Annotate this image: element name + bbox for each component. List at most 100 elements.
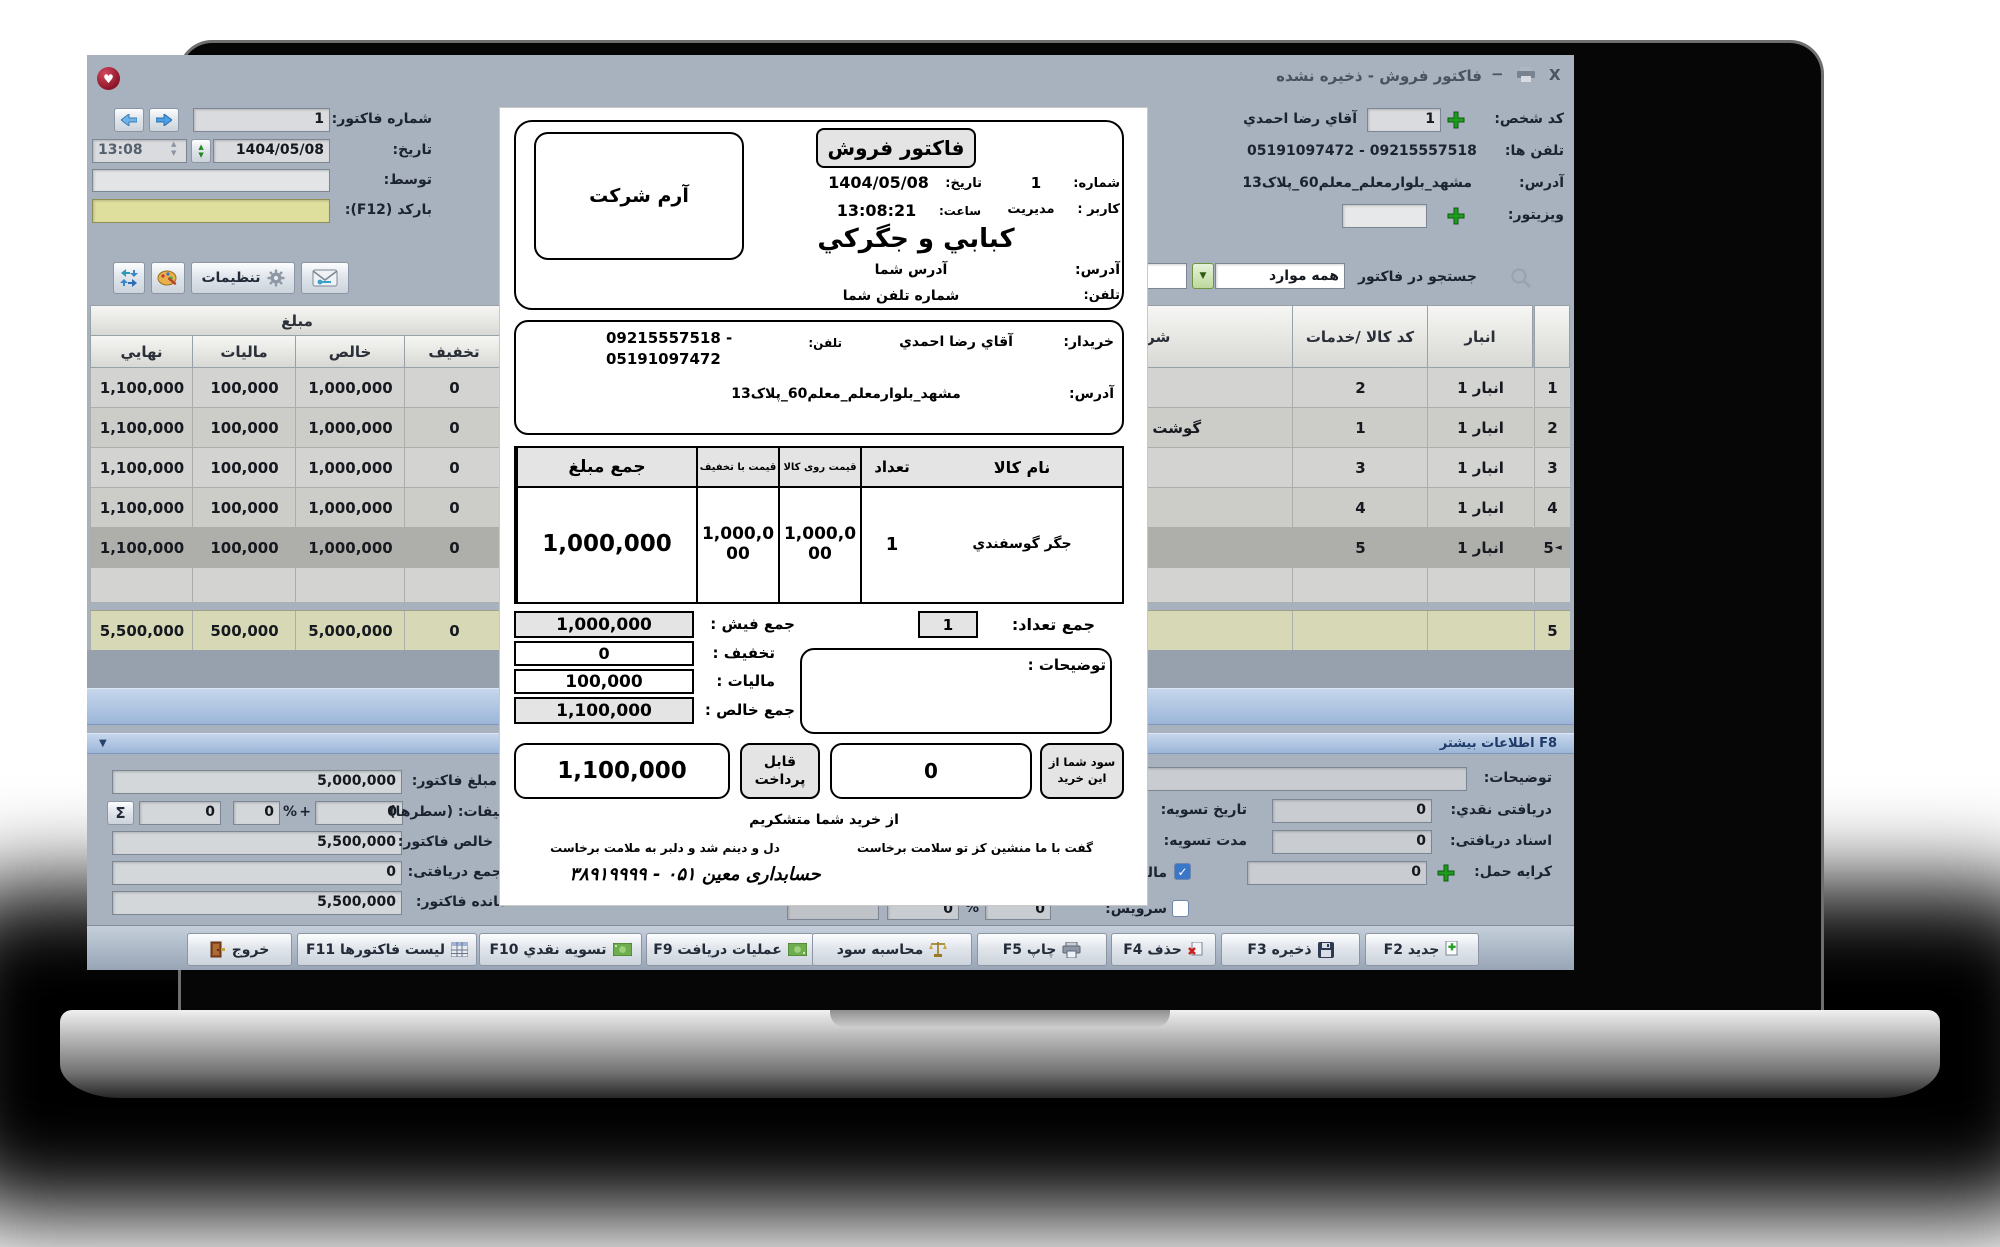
- cell-code[interactable]: 3: [1292, 448, 1428, 488]
- person-code-field[interactable]: 1: [1367, 108, 1441, 132]
- column-header-final[interactable]: نهایي: [90, 335, 193, 368]
- invoice-number-field[interactable]: 1: [193, 108, 330, 132]
- cell-discount[interactable]: 0: [404, 448, 504, 488]
- discount-extra-field[interactable]: 0: [315, 801, 403, 825]
- cell-final[interactable]: 1,100,000: [90, 368, 193, 408]
- search-filter-caret-icon[interactable]: ▼: [1192, 263, 1214, 289]
- floppy-icon: [1317, 941, 1334, 958]
- exit-button[interactable]: خروج: [187, 933, 292, 966]
- cell-discount[interactable]: 0: [404, 408, 504, 448]
- column-group-amount[interactable]: مبلغ: [90, 305, 504, 336]
- cell-store[interactable]: انبار 1: [1427, 408, 1533, 448]
- cell-net[interactable]: 1,000,000: [295, 488, 405, 528]
- column-header-store[interactable]: انبار: [1427, 305, 1533, 368]
- docs-received-field[interactable]: 0: [1272, 830, 1432, 854]
- save-button[interactable]: ذخیره F3: [1221, 933, 1360, 966]
- column-header-tax[interactable]: مالیات: [192, 335, 296, 368]
- cell-discount[interactable]: 0: [404, 368, 504, 408]
- laptop-base-notch: [830, 1010, 1170, 1028]
- cell-store[interactable]: انبار 1: [1427, 488, 1533, 528]
- cell-store[interactable]: انبار 1: [1427, 368, 1533, 408]
- via-field[interactable]: [92, 169, 330, 192]
- add-visitor-icon[interactable]: [1445, 205, 1467, 227]
- add-person-icon[interactable]: [1445, 109, 1467, 131]
- cell-net[interactable]: 1,000,000: [295, 448, 405, 488]
- cell-tax[interactable]: 100,000: [192, 448, 296, 488]
- cell-discount[interactable]: 0: [404, 528, 504, 568]
- more-info-band-label: F8 اطلاعات بیشتر: [1439, 736, 1557, 751]
- settings-button[interactable]: تنظیمات: [191, 262, 295, 294]
- sigma-button[interactable]: Σ: [107, 801, 134, 825]
- cell-net[interactable]: 1,000,000: [295, 408, 405, 448]
- receive-operations-button[interactable]: عملیات دریافت F9: [646, 933, 814, 966]
- cash-received-field[interactable]: 0: [1272, 799, 1432, 823]
- cell-final[interactable]: 1,100,000: [90, 528, 193, 568]
- tax-checkbox[interactable]: [1174, 863, 1191, 880]
- invoice-balance-label: مانده فاکتور:: [415, 894, 507, 910]
- visitor-field[interactable]: [1342, 204, 1427, 228]
- cell-store[interactable]: انبار 1: [1427, 448, 1533, 488]
- message-button[interactable]: [301, 262, 349, 294]
- freight-field[interactable]: 0: [1247, 861, 1427, 885]
- prev-invoice-button[interactable]: [114, 108, 144, 132]
- discount-percent-field[interactable]: 0: [233, 801, 280, 825]
- notes-label: توضیحات:: [1483, 770, 1552, 786]
- invoice-list-button[interactable]: لیست فاکتورها F11: [297, 933, 477, 966]
- preview-no-label: شماره:: [1073, 176, 1120, 191]
- cell-tax[interactable]: 100,000: [192, 528, 296, 568]
- service-checkbox[interactable]: [1172, 900, 1189, 917]
- cell-store[interactable]: انبار 1: [1427, 528, 1533, 568]
- item-disc-price: 1,000,000: [696, 486, 778, 602]
- layout-arrows-button[interactable]: [113, 262, 145, 294]
- cell-tax[interactable]: 100,000: [192, 408, 296, 448]
- cell-final[interactable]: 1,100,000: [90, 488, 193, 528]
- preview-addr: آدرس شما: [874, 262, 948, 278]
- date-spinner[interactable]: ▲ ▼: [191, 139, 211, 163]
- notes-field[interactable]: [1102, 767, 1467, 791]
- date-field[interactable]: 1404/05/08: [213, 139, 330, 163]
- calc-profit-button[interactable]: محاسبه سود: [812, 933, 972, 966]
- time-spinner[interactable]: ▲ ▼: [171, 140, 177, 158]
- cell-final[interactable]: 1,100,000: [90, 408, 193, 448]
- cell-discount[interactable]: 0: [404, 488, 504, 528]
- appearance-button[interactable]: [151, 262, 185, 294]
- cell-tax[interactable]: 100,000: [192, 488, 296, 528]
- discounts-label: تخفیفات: (سطرها): [389, 804, 524, 820]
- close-icon[interactable]: X: [1549, 66, 1561, 84]
- preview-buyer-box: خریدار: آقاي رضا احمدي تلفن: 09215557518…: [514, 320, 1124, 435]
- column-header-code[interactable]: کد کالا /خدمات: [1292, 305, 1428, 368]
- add-freight-icon[interactable]: [1435, 862, 1457, 884]
- discount-sum-field[interactable]: 0: [139, 801, 221, 825]
- sum-fish-value: 1,000,000: [514, 611, 694, 638]
- cell-net[interactable]: 1,000,000: [295, 368, 405, 408]
- next-invoice-button[interactable]: [149, 108, 179, 132]
- cash-settle-button[interactable]: تسویه نقدي F10: [479, 933, 642, 966]
- time-field[interactable]: 13:08: [92, 139, 187, 163]
- settle-length-label: مدت تسویه:: [1163, 833, 1247, 849]
- minimize-icon[interactable]: −: [1491, 65, 1504, 83]
- print-button[interactable]: چاپ F5: [977, 933, 1107, 966]
- new-button[interactable]: جدید F2: [1365, 933, 1479, 966]
- cell-rownum[interactable]: 3: [1534, 448, 1570, 488]
- barcode-field[interactable]: [92, 199, 330, 223]
- cell-rownum[interactable]: 4: [1534, 488, 1570, 528]
- cell-final[interactable]: 1,100,000: [90, 448, 193, 488]
- cell-code[interactable]: 1: [1292, 408, 1428, 448]
- cell-tax[interactable]: 100,000: [192, 368, 296, 408]
- cell-rownum[interactable]: 1: [1534, 368, 1570, 408]
- cell-code[interactable]: 4: [1292, 488, 1428, 528]
- cell-code[interactable]: 2: [1292, 368, 1428, 408]
- date-label: تاریخ:: [392, 142, 432, 158]
- cell-net[interactable]: 1,000,000: [295, 528, 405, 568]
- invoice-amount-field: 5,000,000: [112, 770, 402, 794]
- print-window-icon[interactable]: [1517, 67, 1535, 86]
- column-header-discount[interactable]: تخفیف: [404, 335, 504, 368]
- cell-code[interactable]: 5: [1292, 528, 1428, 568]
- collapse-icon[interactable]: ▼: [99, 738, 107, 749]
- cell-rownum-current[interactable]: ◄ 5: [1534, 528, 1570, 568]
- column-header-net[interactable]: خالص: [295, 335, 405, 368]
- search-filter-select[interactable]: همه موارد: [1215, 263, 1345, 289]
- delete-button[interactable]: حذف F4: [1111, 933, 1216, 966]
- cell-rownum[interactable]: 2: [1534, 408, 1570, 448]
